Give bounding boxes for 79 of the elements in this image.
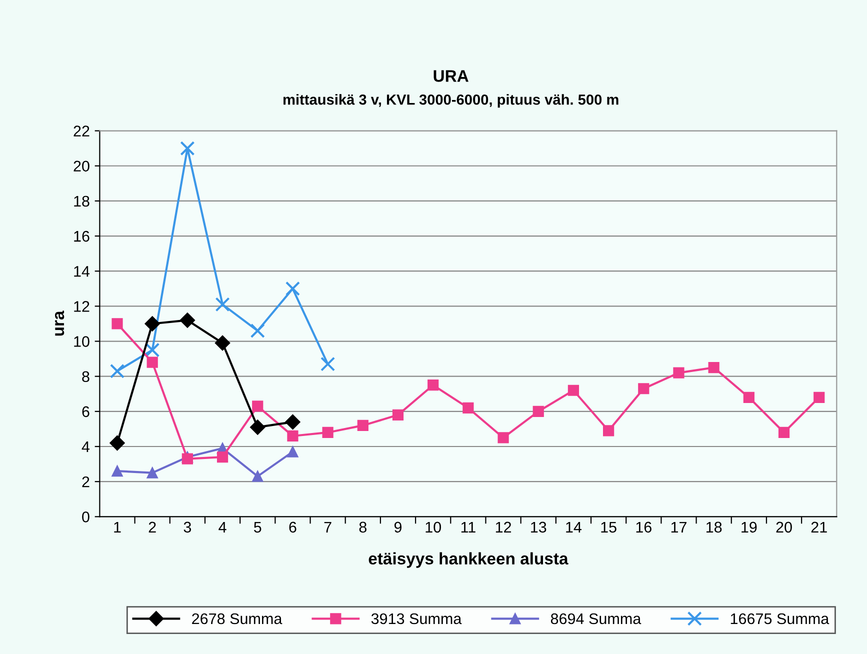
point bbox=[743, 392, 754, 403]
point bbox=[462, 402, 474, 414]
point bbox=[708, 362, 720, 374]
legend-label: 2678 Summa bbox=[192, 613, 282, 624]
point bbox=[146, 467, 158, 478]
x-tick-label: 5 bbox=[254, 522, 262, 533]
point bbox=[638, 383, 650, 394]
point bbox=[498, 432, 509, 444]
x-tick-label: 1 bbox=[114, 522, 121, 532]
x-tick-label: 18 bbox=[706, 522, 722, 533]
x-tick-label: 3 bbox=[184, 522, 192, 533]
y-tick-label: 14 bbox=[74, 266, 90, 277]
point bbox=[112, 466, 123, 477]
y-tick-label: 12 bbox=[74, 301, 90, 312]
y-tick-label: 16 bbox=[74, 230, 90, 242]
x-tick-label: 8 bbox=[359, 522, 366, 533]
x-tick-label: 12 bbox=[496, 522, 512, 532]
x-tick-label: 17 bbox=[671, 522, 686, 532]
point bbox=[110, 435, 125, 451]
point bbox=[287, 430, 298, 442]
point bbox=[392, 409, 404, 420]
x-tick-label: 11 bbox=[461, 522, 476, 532]
x-axis-title: etäisyys hankkeen alusta bbox=[368, 552, 568, 568]
x-tick-label: 15 bbox=[601, 522, 616, 533]
point bbox=[250, 420, 266, 435]
point bbox=[216, 451, 228, 463]
y-tick-label: 20 bbox=[74, 160, 90, 172]
point bbox=[182, 453, 193, 464]
y-tick-label: 0 bbox=[82, 512, 90, 522]
point bbox=[252, 400, 264, 412]
x-tick-label: 13 bbox=[531, 522, 546, 533]
y-tick-label: 10 bbox=[74, 336, 90, 347]
point bbox=[110, 364, 125, 378]
x-tick-label: 6 bbox=[289, 522, 296, 533]
point bbox=[322, 426, 334, 438]
y-tick-label: 2 bbox=[82, 476, 90, 488]
y-tick-label: 6 bbox=[82, 406, 90, 418]
point bbox=[285, 414, 300, 430]
y-axis-title: ura bbox=[55, 310, 64, 336]
point bbox=[250, 323, 265, 338]
point bbox=[814, 392, 825, 403]
point bbox=[778, 426, 790, 438]
legend-label: 16675 Summa bbox=[730, 613, 830, 624]
point bbox=[357, 420, 368, 432]
x-tick-label: 9 bbox=[394, 522, 402, 533]
point bbox=[602, 425, 614, 436]
x-tick-label: 2 bbox=[148, 522, 156, 532]
point bbox=[180, 141, 195, 156]
point bbox=[146, 356, 158, 368]
point bbox=[532, 406, 544, 417]
chart-title: URA bbox=[434, 70, 468, 82]
legend-label: 3913 Summa bbox=[371, 613, 462, 624]
chart-subtitle: mittausikä 3 v, KVL 3000-6000, pituus väh. 500 m bbox=[283, 94, 618, 108]
point bbox=[214, 335, 230, 351]
point bbox=[180, 312, 196, 328]
x-tick-label: 20 bbox=[776, 522, 792, 533]
x-tick-label: 19 bbox=[742, 522, 757, 533]
y-tick-label: 18 bbox=[74, 196, 90, 207]
point bbox=[252, 470, 264, 482]
point bbox=[285, 281, 300, 296]
point bbox=[112, 318, 123, 330]
x-tick-label: 21 bbox=[811, 522, 827, 532]
legend-label: 8694 Summa bbox=[550, 613, 642, 624]
point bbox=[287, 446, 298, 458]
point bbox=[428, 380, 439, 391]
x-tick-label: 14 bbox=[566, 522, 582, 532]
x-tick-label: 7 bbox=[324, 522, 332, 532]
x-tick-label: 16 bbox=[636, 522, 652, 533]
point bbox=[568, 384, 580, 396]
point bbox=[144, 316, 160, 332]
x-tick-label: 4 bbox=[218, 522, 226, 532]
y-tick-label: 8 bbox=[82, 371, 90, 382]
point bbox=[673, 367, 684, 378]
y-tick-label: 4 bbox=[82, 442, 90, 452]
point bbox=[145, 342, 160, 358]
y-tick-label: 22 bbox=[74, 126, 90, 136]
point bbox=[320, 356, 336, 372]
x-tick-label: 10 bbox=[426, 522, 441, 533]
point bbox=[215, 297, 230, 312]
